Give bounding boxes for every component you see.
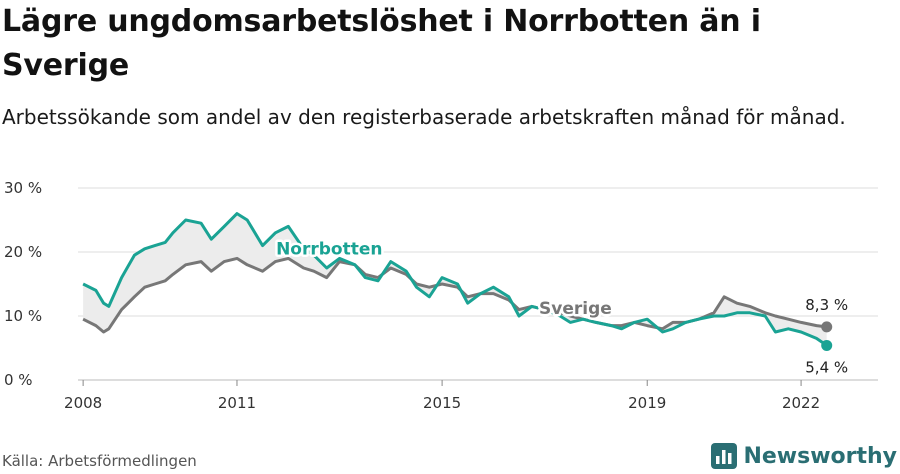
label-layer: 8,3 % 5,4 % Norrbotten Sverige (274, 237, 849, 376)
area-layer (83, 213, 827, 346)
brand-logo: Newsworthy (711, 440, 897, 472)
x-tick-label: 2019 (628, 394, 666, 412)
series-label-norrbotten: Norrbotten (276, 240, 382, 260)
x-tick-label: 2022 (782, 394, 820, 412)
y-tick-label: 20 % (4, 243, 42, 261)
gap-area (83, 213, 827, 346)
source-note: Källa: Arbetsförmedlingen (2, 452, 197, 470)
x-tick-label: 2008 (64, 394, 102, 412)
series-line-sverige (82, 256, 827, 334)
bar-chart-logo-icon (711, 443, 738, 469)
endpoint-norrbotten (821, 339, 833, 351)
series-line-norrbotten (82, 212, 828, 347)
endpoint-sverige (821, 321, 833, 333)
line-layer (82, 212, 833, 351)
chart-subtitle: Arbetssökande som andel av den registerb… (2, 105, 846, 129)
y-tick-label: 30 % (4, 179, 42, 197)
series-label-sverige: Sverige (539, 299, 612, 319)
y-tick-label: 0 % (4, 371, 33, 389)
y-tick-label: 10 % (4, 307, 42, 325)
line-chart: 0 % 10 % 20 % 30 % 2008 2011 2015 2019 2022 8,3 … (4, 179, 878, 412)
chart-title: Lägre ungdomsarbetslöshet i Norrbotten ä… (2, 4, 761, 83)
x-tick-label: 2015 (423, 394, 461, 412)
end-value-label-norrbotten: 5,4 % (805, 358, 848, 376)
brand-name: Newsworthy (743, 443, 897, 469)
end-value-label-sverige: 8,3 % (805, 296, 848, 314)
x-tick-label: 2011 (218, 394, 256, 412)
